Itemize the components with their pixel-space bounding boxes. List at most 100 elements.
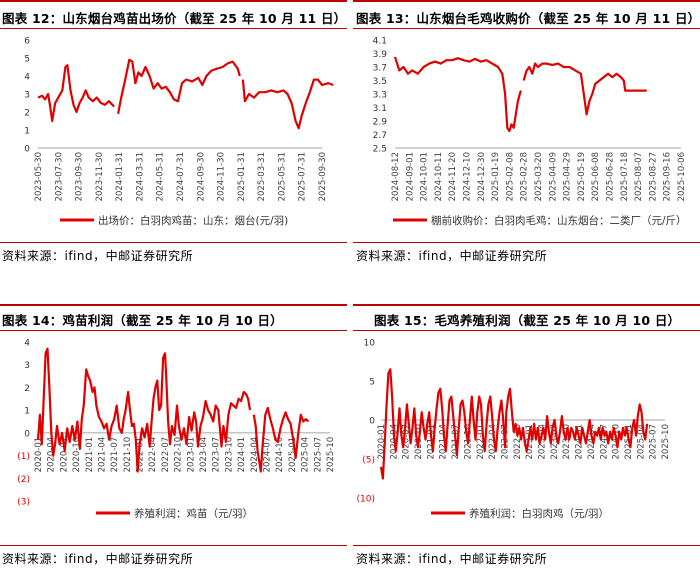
chart-14-source: 资料来源：ifind，中邮证券研究所 xyxy=(2,552,194,566)
x-tick-label: 2022-10 xyxy=(513,424,523,460)
x-tick-label: 2024-07-31 xyxy=(176,152,186,201)
x-tick-label: 2024-01 xyxy=(237,437,247,473)
x-tick-label: 2024-10-11 xyxy=(434,152,444,201)
x-tick-label: 2021-01 xyxy=(85,437,95,473)
chart-13-title: 图表 13：山东烟台毛鸡收购价（截至 25 年 10 月 11 日） xyxy=(356,11,700,26)
chart-12: 0 1 2 3 4 5 6 2023-05-30 2023-07-30 2023-09-30 202… xyxy=(24,37,334,227)
x-tick-label: 2022-07 xyxy=(161,437,171,473)
x-tick-label: 2024-04 xyxy=(250,437,260,473)
x-tick-label: 2023-10 xyxy=(224,437,234,473)
x-tick-label: 2020-07 xyxy=(402,424,412,460)
x-tick-label: 2025-06-28 xyxy=(606,152,616,201)
x-tick-label: 2025-01-19 xyxy=(491,152,501,201)
x-tick-label: 2022-01 xyxy=(136,437,146,473)
x-tick-label: 2023-07 xyxy=(550,424,560,460)
legend-label: 棚前收购价：白羽肉毛鸡：山东烟台：二类厂（元/斤） xyxy=(431,214,687,227)
chart-12-source: 资料来源：ifind，中邮证券研究所 xyxy=(2,249,194,263)
chart-14: (3) (2) (1) 0 1 2 3 4 2020-01 2020-04 2020-07 2020-… xyxy=(17,339,336,521)
x-tick-label: 2025-07-31 xyxy=(298,152,308,201)
x-tick-label: 2025-05-19 xyxy=(577,152,587,201)
x-tick-label: 2025-10-06 xyxy=(677,152,687,201)
y-tick-label: 10 xyxy=(364,339,376,349)
y-tick-label: 0 xyxy=(369,417,375,427)
y-tick-label: 2 xyxy=(24,384,30,394)
x-tick-label: 2024-01-31 xyxy=(115,152,125,201)
y-tick-label: 3.5 xyxy=(373,77,387,87)
chart-14-title: 图表 14：鸡苗利润（截至 25 年 10 月 10 日） xyxy=(2,313,283,328)
x-tick-label: 2020-01 xyxy=(377,424,387,460)
x-tick-label: 2023-09-30 xyxy=(75,152,85,201)
series-line xyxy=(393,56,522,133)
y-tick-label: 3.9 xyxy=(373,50,388,60)
x-tick-label: 2025-04 xyxy=(301,437,311,473)
y-tick-label: (2) xyxy=(17,475,30,485)
y-tick-label: 2.5 xyxy=(373,145,387,155)
source-rule-15 xyxy=(353,545,700,546)
x-tick-label: 2024-09-30 xyxy=(196,152,206,201)
header-rule-13 xyxy=(353,0,700,2)
x-tick-label: 2023-01 xyxy=(525,424,535,460)
x-tick-label: 2024-10 xyxy=(275,437,285,473)
x-tick-label: 2024-07 xyxy=(263,437,273,473)
x-tick-label: 2025-01-31 xyxy=(237,152,247,201)
series-line xyxy=(117,58,241,115)
x-tick-label: 2022-10 xyxy=(174,437,184,473)
x-tick-label: 2024-05-31 xyxy=(156,152,166,201)
x-tick-label: 2024-08-12 xyxy=(391,152,401,201)
x-tick-label: 2024-07 xyxy=(599,424,609,460)
y-tick-label: 2.7 xyxy=(373,131,387,141)
x-tick-label: 2025-04 xyxy=(636,424,646,460)
x-tick-label: 2023-04 xyxy=(199,437,209,473)
x-tick-label: 2025-04-09 xyxy=(548,152,558,201)
x-tick-label: 2025-09-30 xyxy=(318,152,328,201)
source-rule-12 xyxy=(0,242,347,243)
x-tick-label: 2022-04 xyxy=(148,437,158,473)
x-tick-label: 2024-12-10 xyxy=(463,152,473,201)
x-tick-label: 2025-02-08 xyxy=(505,152,515,201)
y-tick-label: 6 xyxy=(24,37,30,47)
title-rule-14 xyxy=(0,330,347,331)
x-tick-label: 2025-08-07 xyxy=(634,152,644,201)
x-tick-label: 2024-11-30 xyxy=(217,152,227,201)
x-tick-label: 2025-01 xyxy=(288,437,298,473)
x-tick-label: 2025-03-20 xyxy=(534,152,544,201)
x-tick-label: 2020-01 xyxy=(34,437,44,473)
legend-label: 出场价：白羽肉鸡苗：山东：烟台(元/羽) xyxy=(98,214,288,227)
x-tick-label: 2025-07-18 xyxy=(620,152,630,201)
y-tick-label: 0 xyxy=(24,145,30,155)
x-tick-label: 2025-07 xyxy=(313,437,323,473)
title-rule-13 xyxy=(353,28,700,29)
y-tick-label: (3) xyxy=(17,498,30,508)
x-tick-label: 2025-03-31 xyxy=(257,152,267,201)
x-tick-label: 2022-04 xyxy=(488,424,498,460)
header-rule-12 xyxy=(0,0,347,2)
x-tick-label: 2024-09-01 xyxy=(405,152,415,201)
x-tick-label: 2023-04 xyxy=(538,424,548,460)
x-tick-label: 2020-04 xyxy=(47,437,57,473)
header-rule-15 xyxy=(353,304,700,306)
x-tick-label: 2022-01 xyxy=(476,424,486,460)
x-tick-label: 2020-10 xyxy=(72,437,82,473)
x-tick-label: 2021-07 xyxy=(110,437,120,473)
y-tick-label: 3.7 xyxy=(373,64,387,74)
x-tick-label: 2023-05-30 xyxy=(34,152,44,201)
y-tick-label: 0 xyxy=(24,429,30,439)
y-tick-label: 3 xyxy=(24,361,30,371)
header-rule-14 xyxy=(0,304,347,306)
y-tick-label: 4 xyxy=(24,73,30,83)
y-tick-label: 5 xyxy=(24,55,30,65)
y-tick-label: 1 xyxy=(24,407,30,417)
title-rule-12 xyxy=(0,28,347,29)
y-tick-label: 4 xyxy=(24,339,30,349)
y-tick-label: 2.9 xyxy=(373,118,388,128)
source-rule-13 xyxy=(353,242,700,243)
title-rule-15 xyxy=(353,330,700,331)
x-tick-label: 2024-12-30 xyxy=(477,152,487,201)
x-tick-label: 2024-11-20 xyxy=(448,152,458,201)
y-tick-label: 4.1 xyxy=(373,37,387,47)
x-tick-label: 2025-04-29 xyxy=(563,152,573,201)
x-tick-label: 2025-02-28 xyxy=(520,152,530,201)
y-tick-label: 3.3 xyxy=(373,91,387,101)
x-tick-label: 2023-07 xyxy=(212,437,222,473)
